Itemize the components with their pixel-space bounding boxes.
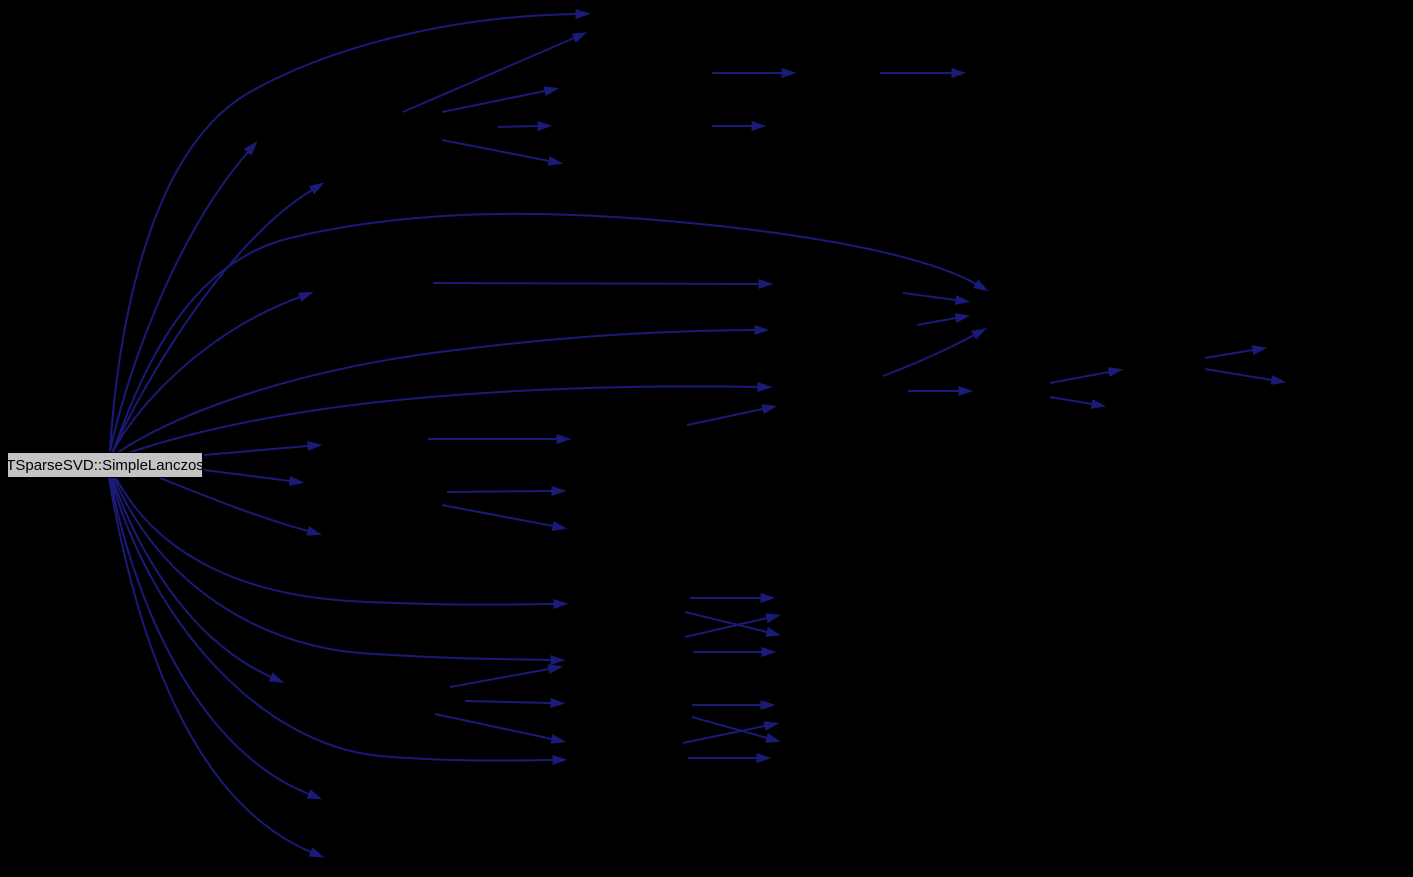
edge-low-diag-666 [449,664,564,688]
edge-l2-arr-32 [402,32,588,113]
edge-conv-327 [882,328,987,377]
edge-grpB-cross-down [691,716,781,743]
edge-grpB-cross-up [682,721,780,744]
edge-main-top-arc [109,9,591,451]
edge-mid-diag-529 [441,504,568,531]
edge-mid-horiz-491 [446,486,567,497]
edge-diag-406 [686,404,778,426]
edge-main-arr-143 [109,141,258,452]
edge-r1-up [1049,367,1124,384]
edge-main-long-387 [113,381,773,459]
edge-grpA-cross-up [684,613,782,638]
edge-main-arr-536 [159,477,322,536]
edge-main-long-604 [115,477,569,610]
edge-conv-316 [916,313,971,326]
node-tsparsesvd-simplelanczos[interactable]: TSparseSVD::SimpleLanczos [6,452,204,478]
edge-r2-down [1204,368,1287,385]
edge-r2-up [1204,345,1268,359]
edge-conv-302 [902,292,971,305]
edge-main-long-330 [113,325,770,456]
edge-main-arr-682 [111,477,285,683]
edge-main-arr-294 [111,292,314,454]
edge-mid-long-283 [432,278,774,289]
edge-low-diag-742 [434,713,567,744]
edge-low-horiz-703 [464,697,566,708]
edge-l2-arr-88 [441,86,560,113]
edge-main-far-right-arc [112,212,989,453]
edge-main-arr-184 [111,182,325,453]
edge-main-long-760 [110,477,568,766]
edge-main-long-660 [113,477,566,665]
edge-main-arr-483 [203,469,305,486]
edge-r1-down [1049,396,1107,409]
edge-grpA-cross-down [684,611,782,637]
edge-main-arr-857 [108,477,325,858]
edge-main-arr-444 [203,441,323,456]
node-label: TSparseSVD::SimpleLanczos [6,456,204,474]
edge-l2-arr-126 [497,121,553,132]
edge-main-arr-799 [109,477,323,800]
edge-l2-arr-165 [441,139,564,166]
